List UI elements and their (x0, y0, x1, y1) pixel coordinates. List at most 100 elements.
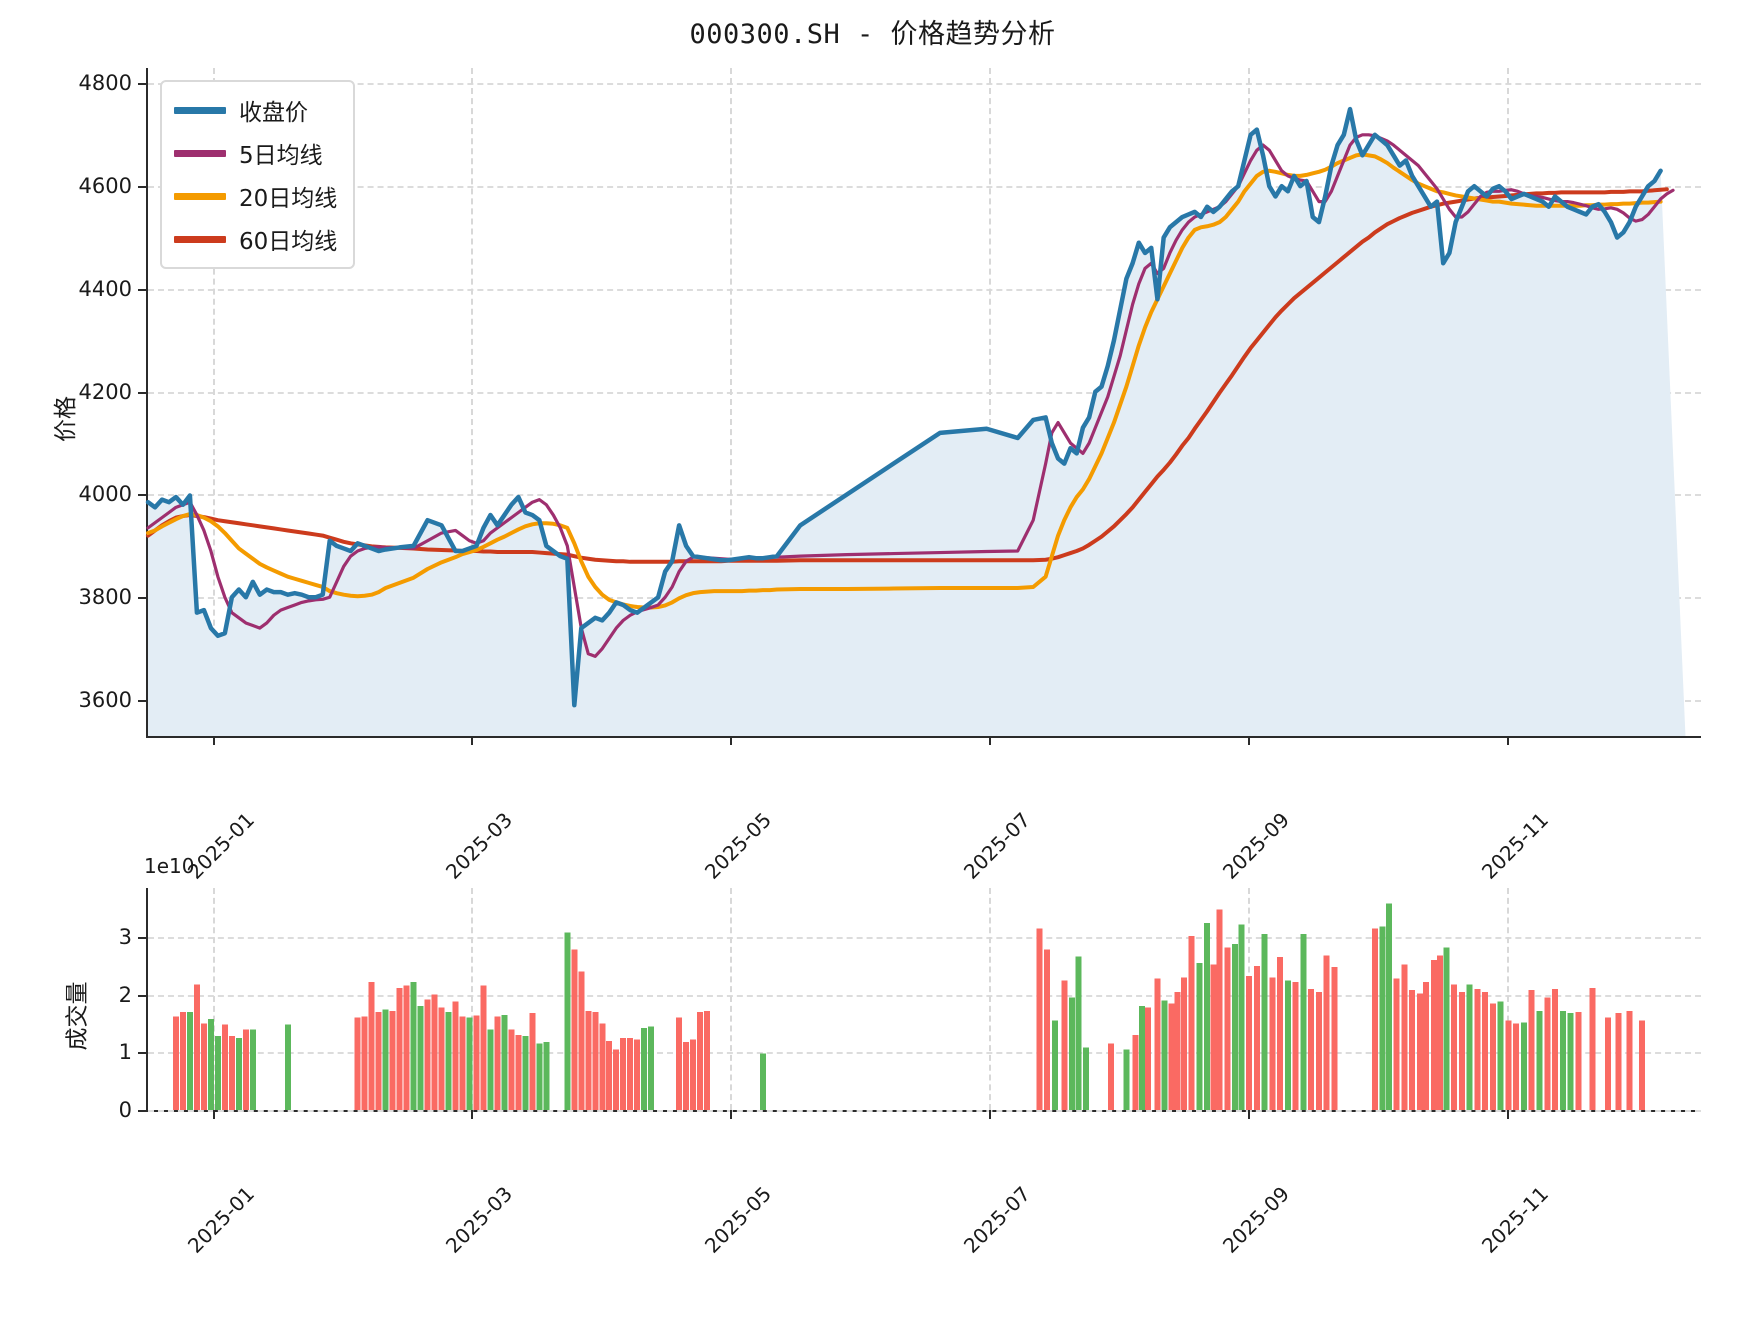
volume-bar (1161, 1000, 1168, 1110)
volume-bar (578, 971, 585, 1110)
volume-bar (1466, 984, 1473, 1110)
volume-bar (564, 932, 571, 1110)
x-tick-mark (471, 1110, 474, 1119)
price-axis-bottom-spine (146, 736, 1701, 738)
volume-bar (1154, 978, 1161, 1110)
volume-bar (543, 1041, 550, 1110)
volume-bar (1168, 1003, 1175, 1110)
volume-bar (1036, 928, 1043, 1110)
volume-bar (1474, 988, 1481, 1110)
volume-bar (1536, 1010, 1543, 1110)
volume-bar (1401, 964, 1408, 1110)
volume-bar (445, 1011, 452, 1110)
volume-bar (1083, 1047, 1090, 1110)
volume-bar (1107, 1043, 1114, 1110)
volume-bar (641, 1028, 648, 1110)
volume-bar (599, 1023, 606, 1110)
volume-bar (1174, 991, 1181, 1110)
volume-bar (1615, 1013, 1622, 1110)
volume-y-axis-label: 成交量 (64, 981, 91, 1051)
price-series-lines (148, 68, 1686, 737)
volume-bar (1238, 924, 1245, 1110)
volume-bar (1061, 980, 1068, 1110)
volume-bar (1626, 1010, 1633, 1110)
legend-item[interactable]: 收盘价 (174, 93, 337, 127)
volume-bar (1638, 1020, 1645, 1110)
volume-bar (508, 1029, 515, 1110)
y-tick-mark (138, 700, 148, 703)
legend-item[interactable]: 20日均线 (174, 179, 337, 213)
volume-bar (361, 1016, 368, 1110)
y-tick-label: 3 (118, 925, 132, 949)
x-tick-mark (989, 736, 992, 745)
legend-color-swatch (174, 192, 226, 200)
volume-bar (200, 1023, 207, 1110)
volume-bar (459, 1016, 466, 1110)
volume-bar (249, 1029, 256, 1110)
volume-bar (1451, 984, 1458, 1110)
volume-bar (613, 1049, 620, 1110)
price-line-收盘价 (148, 109, 1661, 705)
volume-bar (1423, 981, 1430, 1110)
volume-bar (759, 1053, 766, 1110)
volume-bar (536, 1043, 543, 1110)
x-tick-mark (1247, 736, 1250, 745)
volume-bar (627, 1037, 634, 1110)
volume-bar (1269, 977, 1276, 1110)
y-tick-label: 4400 (78, 276, 132, 301)
x-tick-mark (471, 736, 474, 745)
close-price-area-fill (148, 109, 1686, 737)
x-tick-label: 2025-07 (959, 750, 1096, 884)
volume-bar (438, 1007, 445, 1110)
y-tick-mark (138, 288, 148, 291)
volume-bar (1261, 934, 1268, 1110)
volume-bar (1458, 991, 1465, 1110)
legend-item[interactable]: 60日均线 (174, 222, 337, 256)
x-tick-mark (1506, 736, 1509, 745)
y-tick-mark (138, 391, 148, 394)
y-tick-label: 4200 (78, 379, 132, 404)
volume-bar (235, 1037, 242, 1110)
x-tick-label: 2025-11 (1477, 750, 1613, 884)
volume-axis-left-spine (146, 888, 148, 1110)
y-tick-mark (138, 597, 148, 600)
x-tick-label-text: 2025-11 (1476, 1181, 1553, 1258)
x-tick-label: 2025-01 (183, 750, 319, 884)
x-tick-mark (1506, 1110, 1509, 1119)
volume-bar (1482, 991, 1489, 1110)
volume-bar (1069, 997, 1076, 1110)
legend-item[interactable]: 5日均线 (174, 136, 337, 170)
volume-bar (1430, 960, 1437, 1110)
volume-bar (1216, 909, 1223, 1110)
volume-bar (473, 1015, 480, 1110)
y-tick-label: 4600 (78, 174, 132, 199)
volume-bar (480, 985, 487, 1110)
volume-bar (1123, 1049, 1130, 1110)
volume-bar (172, 1016, 179, 1110)
x-tick-label: 2025-03 (441, 1124, 578, 1258)
volume-bar (284, 1024, 291, 1110)
volume-bar (494, 1016, 501, 1110)
volume-bar (1253, 965, 1260, 1110)
volume-bar (410, 981, 417, 1110)
x-tick-mark (730, 736, 733, 745)
volume-bar (690, 1039, 697, 1110)
volume-bar (1315, 991, 1322, 1110)
volume-bar (1051, 1020, 1058, 1110)
volume-bar (1331, 967, 1338, 1110)
legend-color-swatch (174, 149, 226, 157)
x-tick-label: 2025-05 (700, 750, 837, 884)
volume-bar (417, 1006, 424, 1110)
volume-bar (1145, 1007, 1152, 1110)
volume-bar (487, 1029, 494, 1110)
volume-bar (1409, 990, 1416, 1110)
volume-bar (186, 1011, 193, 1110)
volume-bar (214, 1036, 221, 1110)
x-tick-label-text: 2025-11 (1476, 807, 1553, 884)
volume-bar (697, 1011, 704, 1110)
x-tick-label: 2025-07 (959, 1124, 1096, 1258)
volume-exponent-label: 1e10 (144, 854, 195, 878)
volume-bar (683, 1041, 690, 1110)
volume-bar (1308, 988, 1315, 1110)
